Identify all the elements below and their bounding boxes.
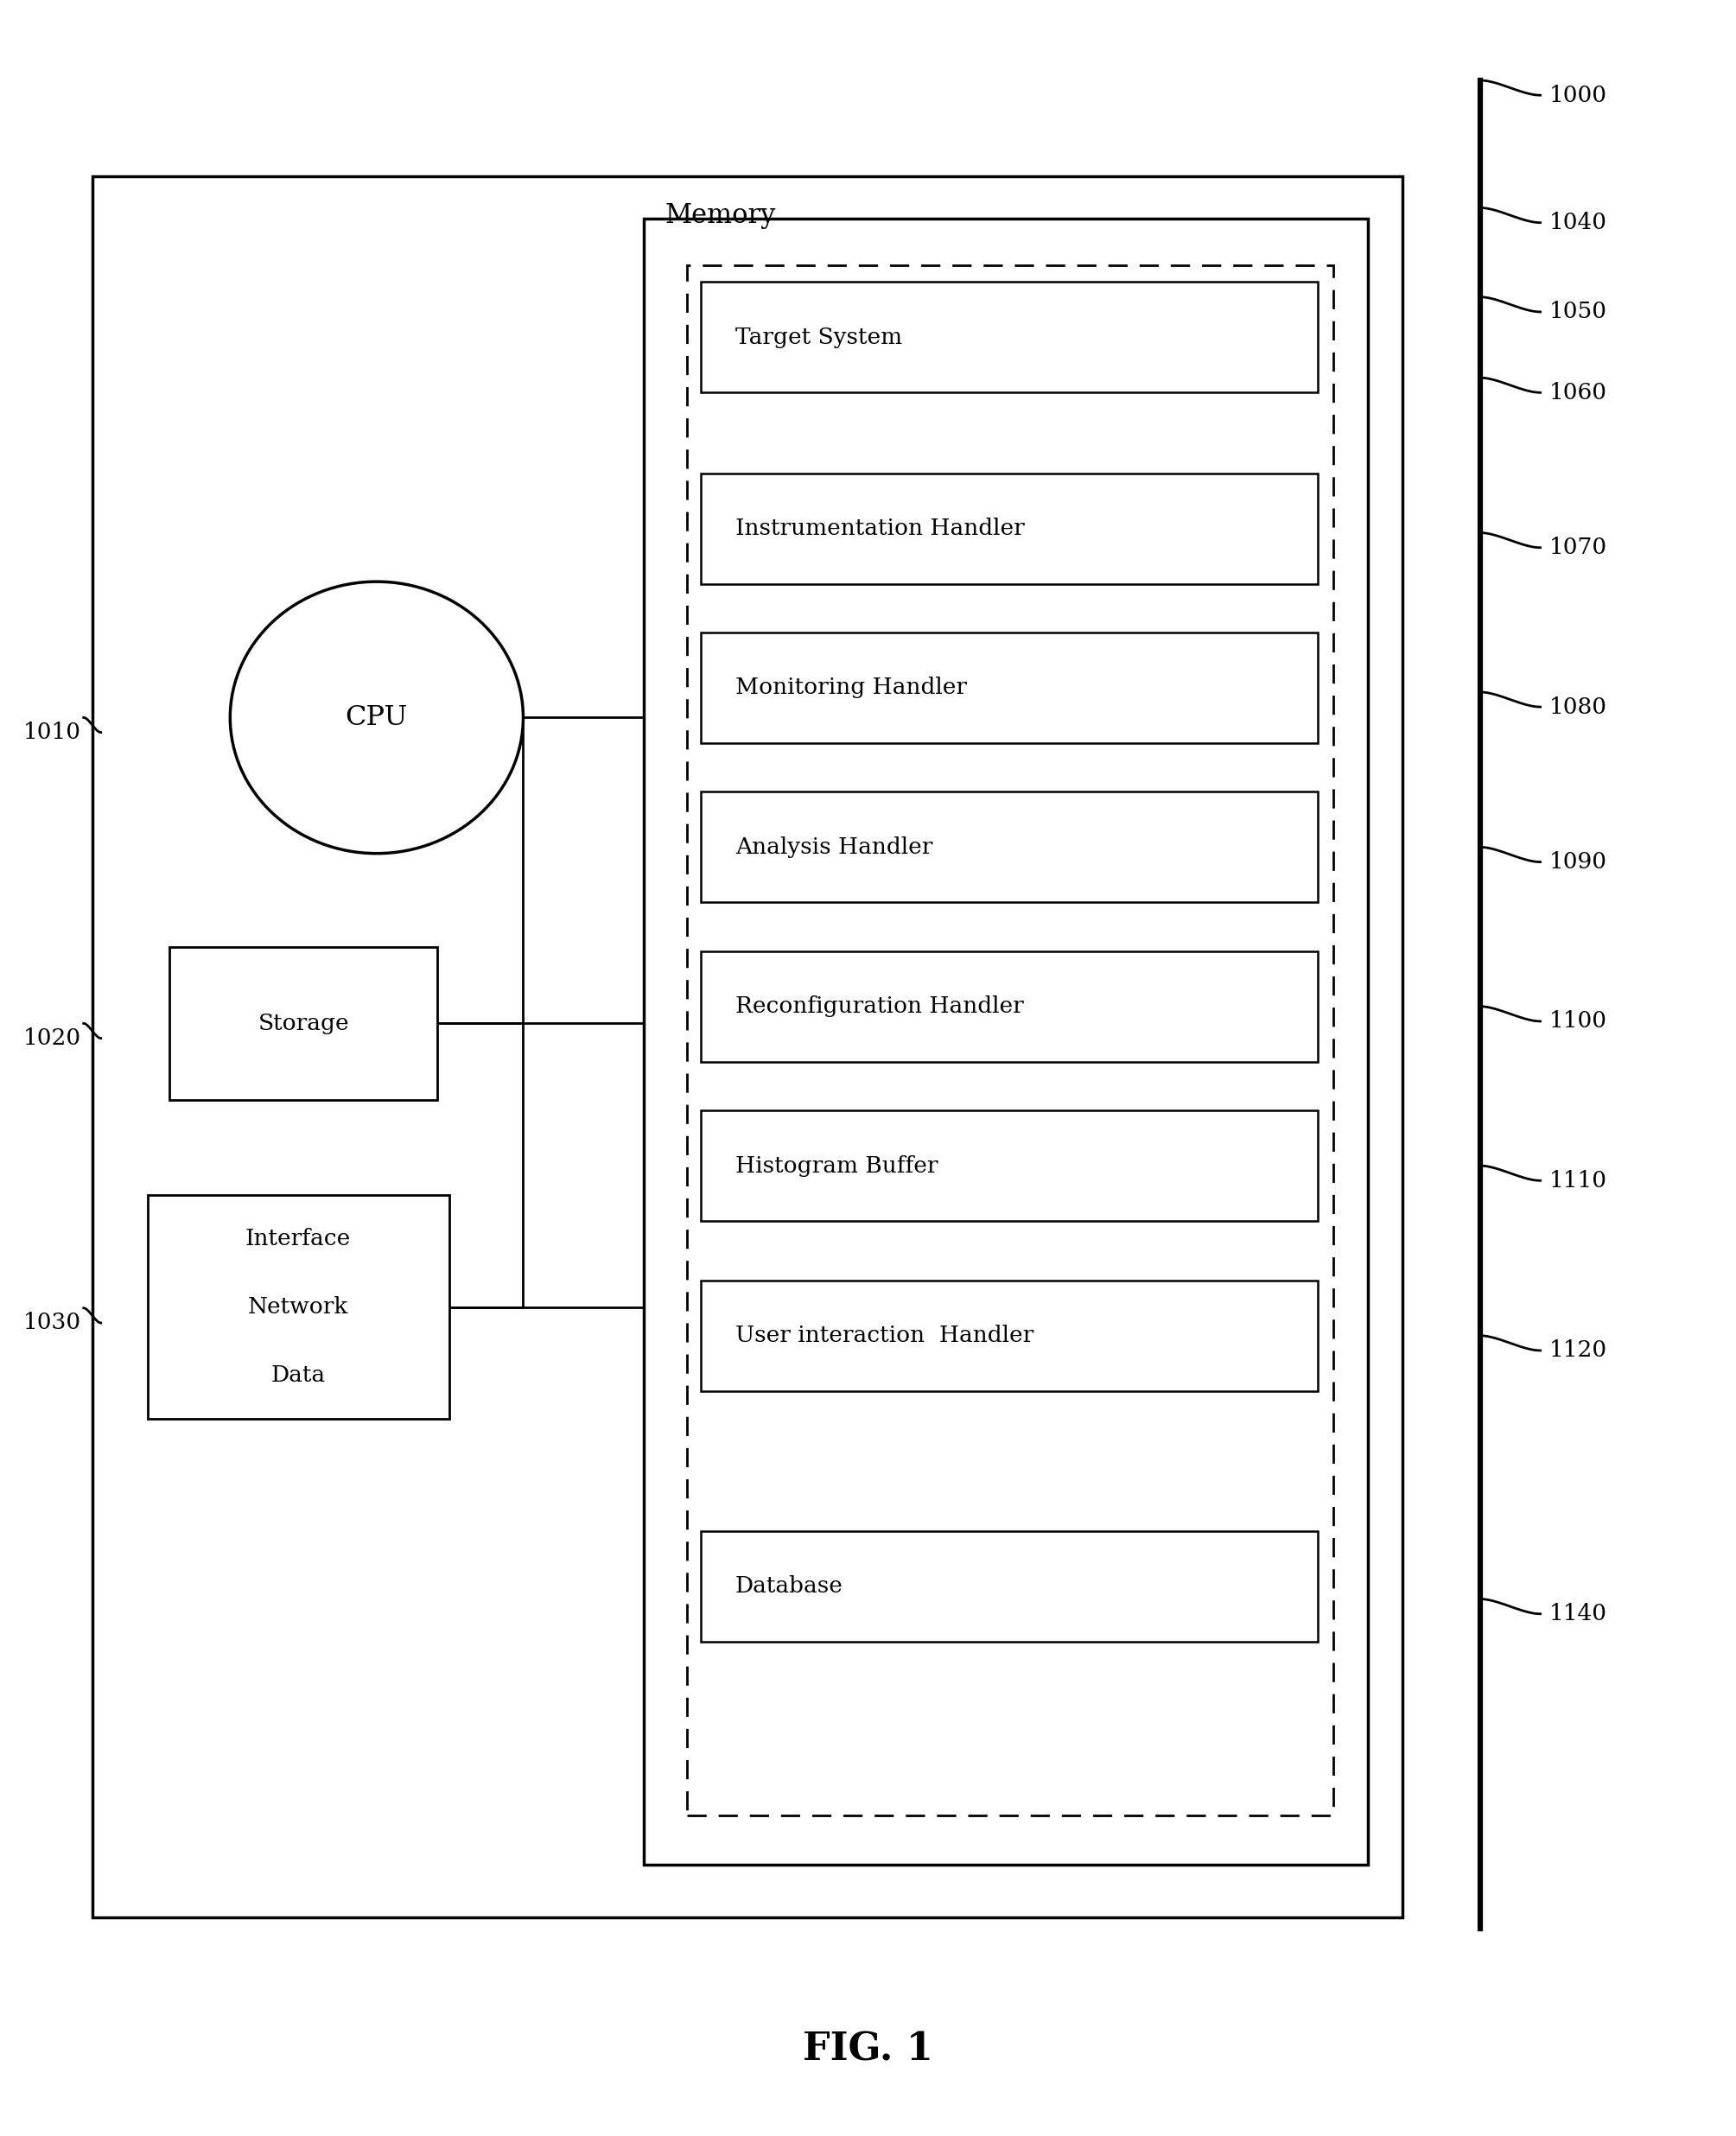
Text: 1000: 1000 [1549,85,1608,107]
FancyBboxPatch shape [148,1196,450,1418]
Text: 1070: 1070 [1549,536,1608,557]
Text: 1010: 1010 [23,722,82,743]
Text: 1060: 1060 [1549,382,1608,404]
Text: Storage: Storage [257,1012,349,1034]
Text: 1090: 1090 [1549,850,1608,874]
Text: 1080: 1080 [1549,696,1608,718]
Text: Reconfiguration Handler: Reconfiguration Handler [736,995,1024,1017]
FancyBboxPatch shape [701,1111,1318,1222]
Text: 1050: 1050 [1549,301,1608,323]
Text: Histogram Buffer: Histogram Buffer [736,1156,937,1177]
Text: Target System: Target System [736,327,903,348]
Text: Memory: Memory [665,203,776,229]
Text: 1030: 1030 [23,1312,82,1333]
FancyBboxPatch shape [701,1532,1318,1640]
FancyBboxPatch shape [701,1279,1318,1391]
Text: Data: Data [271,1365,325,1386]
Text: 1110: 1110 [1549,1171,1608,1192]
Text: Instrumentation Handler: Instrumentation Handler [736,517,1024,538]
Text: Monitoring Handler: Monitoring Handler [736,677,967,698]
FancyBboxPatch shape [701,951,1318,1062]
Text: Network: Network [248,1297,349,1318]
Text: 1120: 1120 [1549,1339,1608,1361]
Text: Interface: Interface [245,1228,351,1250]
Text: 1100: 1100 [1549,1010,1608,1032]
Text: FIG. 1: FIG. 1 [802,2031,934,2068]
Text: Analysis Handler: Analysis Handler [736,837,932,859]
FancyBboxPatch shape [701,282,1318,393]
Text: User interaction  Handler: User interaction Handler [736,1324,1033,1346]
Text: 1040: 1040 [1549,211,1608,233]
FancyBboxPatch shape [701,632,1318,743]
Text: 1020: 1020 [23,1027,82,1049]
FancyBboxPatch shape [701,474,1318,583]
Text: 1140: 1140 [1549,1602,1608,1625]
Text: CPU: CPU [345,705,408,731]
FancyBboxPatch shape [701,792,1318,901]
Text: Database: Database [736,1576,844,1598]
Ellipse shape [231,581,523,854]
FancyBboxPatch shape [170,946,437,1100]
